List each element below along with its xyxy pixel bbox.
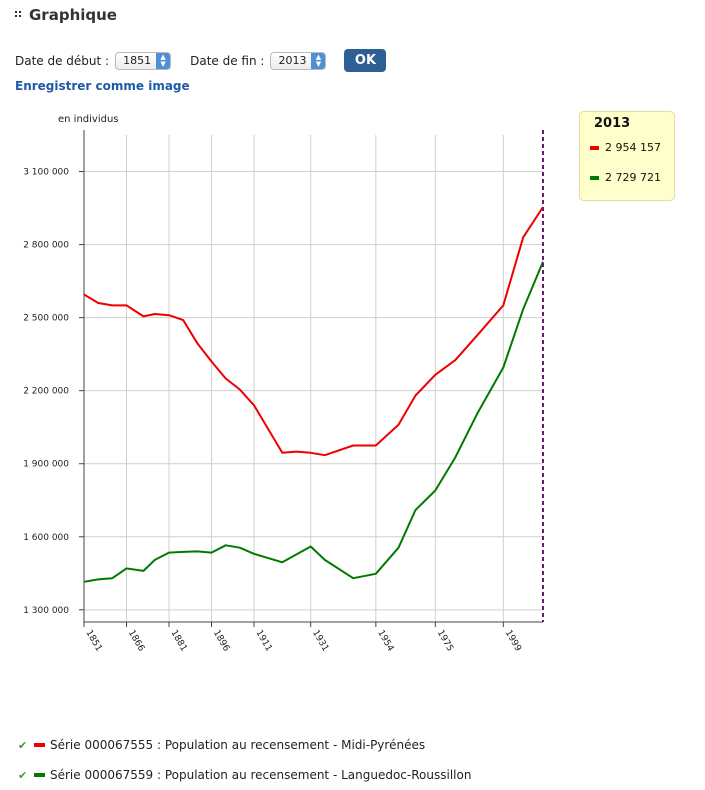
series-line-2	[83, 261, 544, 583]
y-tick-label: 2 500 000	[23, 314, 69, 324]
legend-item[interactable]: ✔ Série 000067559 : Population au recens…	[18, 760, 471, 790]
y-tick-label: 2 200 000	[23, 387, 69, 397]
checkmark-icon[interactable]: ✔	[18, 768, 28, 782]
x-tick-label: 1851	[83, 629, 103, 654]
x-tick-label: 1881	[168, 629, 188, 654]
y-tick-label: 1 900 000	[23, 460, 69, 470]
checkmark-icon[interactable]: ✔	[18, 738, 28, 752]
drag-handle-icon[interactable]	[15, 10, 23, 20]
tooltip-row: 2 954 157	[590, 141, 661, 154]
tooltip-row: 2 729 721	[590, 171, 661, 184]
x-tick-label: 1954	[375, 629, 395, 654]
legend-label: Série 000067559 : Population au recensem…	[50, 768, 472, 782]
legend-swatch-red	[34, 743, 45, 747]
x-tick-label: 1866	[126, 629, 146, 654]
y-tick-label: 1 300 000	[23, 606, 69, 616]
date-range-controls: Date de début : 1851 ▲ ▼ Date de fin : 20…	[15, 49, 387, 72]
save-as-image-link[interactable]: Enregistrer comme image	[15, 79, 190, 93]
legend-label: Série 000067555 : Population au recensem…	[50, 738, 426, 752]
end-date-label: Date de fin :	[190, 53, 265, 68]
panel-title: Graphique	[29, 6, 117, 24]
series-swatch-red	[590, 145, 599, 150]
x-tick-label: 1975	[435, 629, 455, 654]
chart-grid	[83, 135, 543, 622]
legend-swatch-green	[34, 773, 45, 777]
series-line-1	[83, 206, 544, 457]
y-tick-label: 3 100 000	[23, 168, 69, 178]
chart-legend: ✔ Série 000067555 : Population au recens…	[18, 730, 471, 790]
select-arrows-icon: ▲ ▼	[156, 52, 171, 69]
panel-header: Graphique	[15, 6, 117, 24]
y-tick-label: 1 600 000	[23, 533, 69, 543]
start-date-label: Date de début :	[15, 53, 110, 68]
tooltip-year: 2013	[594, 116, 631, 131]
line-chart: 1 300 000 1 600 000 1 900 000 2 200 000 2 50…	[23, 114, 544, 654]
x-tick-label: 1911	[253, 629, 273, 654]
ok-button[interactable]: OK	[344, 49, 387, 72]
x-tick-label: 1999	[503, 629, 523, 654]
value-tooltip: 2013 2 954 157 2 729 721	[579, 111, 675, 201]
y-tick-label: 2 800 000	[23, 241, 69, 251]
tooltip-value: 2 729 721	[605, 171, 661, 184]
legend-item[interactable]: ✔ Série 000067555 : Population au recens…	[18, 730, 471, 760]
end-date-value: 2013	[278, 54, 307, 67]
chart-lines	[83, 130, 544, 622]
x-tick-label: 1931	[310, 629, 330, 654]
start-date-select[interactable]: 1851 ▲ ▼	[115, 51, 172, 70]
select-arrows-icon: ▲ ▼	[311, 52, 326, 69]
tooltip-value: 2 954 157	[605, 141, 661, 154]
end-date-select[interactable]: 2013 ▲ ▼	[270, 51, 327, 70]
start-date-value: 1851	[123, 54, 152, 67]
series-swatch-green	[590, 175, 599, 180]
x-tick-label: 1896	[211, 629, 231, 654]
chart-axes: 1 300 000 1 600 000 1 900 000 2 200 000 2 50…	[23, 130, 543, 654]
y-axis-label: en individus	[58, 114, 119, 125]
